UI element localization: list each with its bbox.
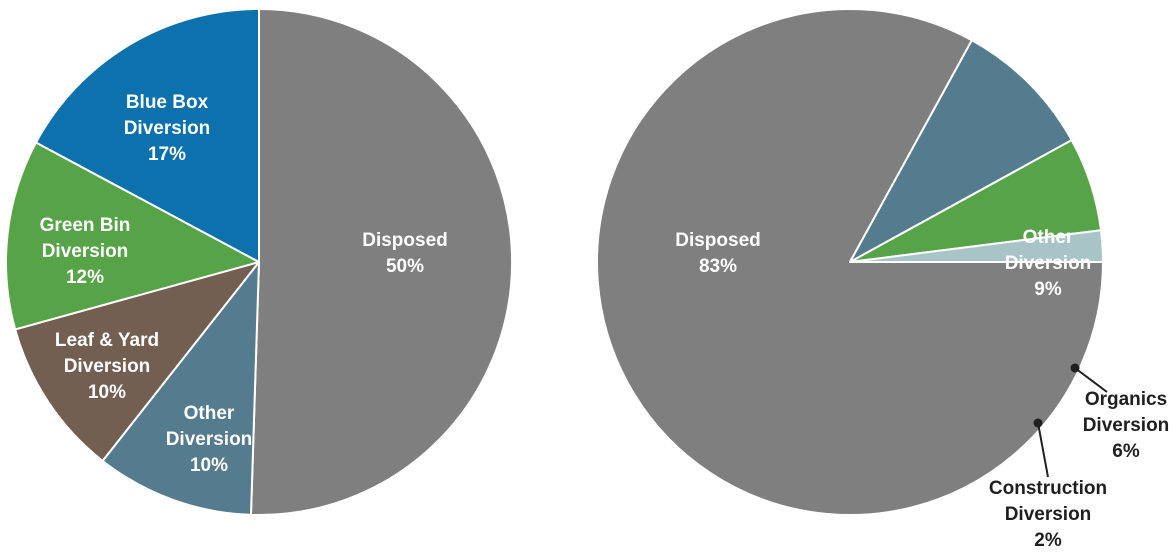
pie-1-label-other-diversion: Other Diversion 10% (166, 403, 253, 476)
slice-name-label: Diversion (1005, 504, 1092, 525)
slice-name-label: Other (1023, 227, 1074, 248)
slice-name-label: Diversion (124, 118, 211, 139)
pie-1-slice-green-bin-diversion (5, 141, 260, 331)
pie-1-label-leaf-and-yard-diversion: Leaf & Yard Diversion 10% (55, 330, 159, 403)
pie-2-leader-construction-diversion (1033, 418, 1049, 478)
pie-2-label-construction-diversion: Construction Diversion 2% (989, 478, 1107, 551)
slice-name-label: Disposed (675, 230, 761, 251)
pie-1-label-green-bin-diversion: Green Bin Diversion 12% (40, 215, 131, 288)
slice-name-label: Diversion (1005, 253, 1092, 274)
slice-name-label: Diversion (64, 356, 151, 377)
slice-name-label: Green Bin (40, 215, 131, 236)
slice-name-label: Diversion (166, 429, 253, 450)
pie-2-leader-organics-diversion (1070, 363, 1108, 393)
pie-1-slice-blue-box-diversion (34, 8, 260, 263)
slice-value-label: 83% (699, 256, 737, 277)
pie-1-slice-disposed (249, 8, 514, 516)
pie-2-label-organics-diversion: Organics Diversion 6% (1083, 389, 1170, 462)
pie-2-label-other-diversion: Other Diversion 9% (1005, 227, 1092, 300)
slice-value-label: 2% (1034, 530, 1062, 551)
pie-chart-1: Disposed 50% Other Diversion 10% Leaf & Yard D… (5, 8, 514, 516)
slice-name-label: Diversion (42, 241, 129, 262)
pie-2-label-disposed: Disposed 83% (675, 230, 761, 277)
pie-1-label-blue-box-diversion: Blue Box Diversion 17% (124, 92, 211, 165)
slice-value-label: 17% (148, 144, 186, 165)
slice-value-label: 6% (1112, 441, 1140, 462)
pie-chart-2: Disposed 83% Other Diversion 9% Organics Diver… (596, 8, 1170, 551)
slice-value-label: 12% (66, 267, 104, 288)
pie-1-slice-leaf-and-yard-diversion (14, 261, 260, 462)
slice-name-label: Leaf & Yard (55, 330, 159, 351)
slice-name-label: Construction (989, 478, 1107, 499)
pie-1-slice-other-diversion (101, 261, 260, 516)
pie-2-slice-construction-diversion (849, 229, 1105, 263)
slice-value-label: 10% (88, 382, 126, 403)
slice-value-label: 50% (386, 256, 424, 277)
slice-name-label: Disposed (362, 230, 448, 251)
slice-name-label: Diversion (1083, 415, 1170, 436)
slice-name-label: Organics (1085, 389, 1167, 410)
slice-name-label: Other (184, 403, 235, 424)
slice-name-label: Blue Box (126, 92, 209, 113)
pie-2-slice-other-diversion (849, 39, 1073, 263)
pie-1-label-disposed: Disposed 50% (362, 230, 448, 277)
slice-value-label: 9% (1034, 279, 1062, 300)
slice-value-label: 10% (190, 455, 228, 476)
